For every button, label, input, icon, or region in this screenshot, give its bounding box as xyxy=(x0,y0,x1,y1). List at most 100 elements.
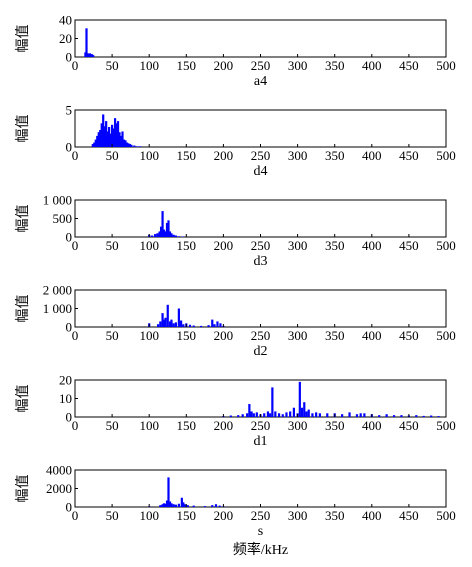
bar xyxy=(168,321,172,327)
bar xyxy=(182,502,185,508)
plot-frame xyxy=(74,109,447,148)
bar xyxy=(172,234,175,237)
x-tick-label: 300 xyxy=(288,58,308,73)
bar xyxy=(130,144,133,147)
bar xyxy=(266,411,270,417)
bar xyxy=(281,414,284,417)
bar xyxy=(277,413,281,417)
bar xyxy=(180,497,183,507)
bar xyxy=(109,133,112,147)
bar xyxy=(91,144,94,147)
bar xyxy=(85,28,88,57)
y-tick-label: 0 xyxy=(66,410,73,425)
bar xyxy=(92,55,95,57)
bar xyxy=(156,233,159,237)
subplot-d3: 0 50 100 150 200 250 300 350 400 450 500 0 500 1 000 幅… xyxy=(15,193,456,270)
y-tick-label: 20 xyxy=(59,373,72,388)
y-tick-label: 0 xyxy=(66,320,73,335)
subplot-label: a4 xyxy=(254,74,267,89)
bar xyxy=(170,319,173,327)
bar xyxy=(241,414,244,417)
plot-frame xyxy=(74,199,447,238)
x-tick-label: 450 xyxy=(399,328,419,343)
x-tick-label: 500 xyxy=(436,328,456,343)
bar xyxy=(200,325,203,327)
bar xyxy=(289,411,292,417)
bar xyxy=(170,233,173,237)
subplot-label: s xyxy=(258,524,263,539)
bar xyxy=(214,504,218,507)
bar xyxy=(87,54,90,57)
y-tick-label: 0 xyxy=(66,230,73,245)
bar xyxy=(105,121,108,147)
bar xyxy=(112,128,115,147)
bar xyxy=(102,114,105,147)
y-tick-label: 2000 xyxy=(46,481,72,496)
bar xyxy=(192,505,195,507)
x-tick-label: 200 xyxy=(214,328,234,343)
bar xyxy=(298,381,301,417)
bar xyxy=(159,226,163,237)
x-tick-label: 150 xyxy=(177,418,197,433)
bar xyxy=(274,411,277,417)
x-tick-label: 500 xyxy=(436,58,456,73)
bar xyxy=(255,412,258,418)
x-tick-label: 200 xyxy=(214,418,234,433)
y-tick-label: 40 xyxy=(59,13,72,28)
bar xyxy=(88,53,91,57)
y-tick-label: 500 xyxy=(53,211,73,226)
x-tick-label: 400 xyxy=(362,508,382,523)
x-tick-label: 300 xyxy=(288,328,308,343)
x-tick-label: 50 xyxy=(106,148,119,163)
bar xyxy=(121,131,124,147)
bar xyxy=(186,505,189,507)
subplot-d4: 0 50 100 150 200 250 300 350 400 450 500 0 5 幅值 d4 xyxy=(15,103,456,180)
bar xyxy=(174,504,178,507)
x-tick-label: 400 xyxy=(362,148,382,163)
bar xyxy=(136,146,139,147)
bar xyxy=(103,126,106,147)
y-axis-label: 幅值 xyxy=(15,25,31,53)
bar xyxy=(177,236,180,237)
bar xyxy=(363,413,366,417)
x-tick-label: 150 xyxy=(177,148,197,163)
x-tick-label: 500 xyxy=(436,418,456,433)
x-tick-label: 0 xyxy=(72,238,79,253)
bar xyxy=(118,132,121,147)
x-tick-label: 200 xyxy=(214,148,234,163)
bar xyxy=(188,324,192,327)
bar xyxy=(164,231,167,237)
bar xyxy=(248,404,251,417)
x-tick-label: 250 xyxy=(251,418,271,433)
x-tick-label: 0 xyxy=(72,148,79,163)
x-tick-label: 100 xyxy=(139,238,159,253)
subplot-label: d2 xyxy=(254,344,268,359)
x-tick-label: 150 xyxy=(177,238,197,253)
x-tick-label: 50 xyxy=(106,508,119,523)
y-tick-label: 4000 xyxy=(46,463,72,478)
bar xyxy=(341,414,344,417)
bar xyxy=(392,415,396,417)
x-tick-label: 200 xyxy=(214,508,234,523)
bar xyxy=(359,413,362,417)
bar xyxy=(400,415,403,417)
x-tick-label: 350 xyxy=(325,508,345,523)
bar xyxy=(90,54,94,57)
x-tick-label: 0 xyxy=(72,508,79,523)
bar xyxy=(213,324,216,327)
bar xyxy=(174,322,178,328)
bar xyxy=(219,323,222,327)
x-tick-label: 250 xyxy=(251,328,271,343)
bar xyxy=(94,139,97,147)
bar xyxy=(177,503,180,507)
bar xyxy=(165,500,169,507)
x-tick-label: 350 xyxy=(325,148,345,163)
bar xyxy=(86,53,89,57)
bar xyxy=(161,211,164,237)
bar xyxy=(203,506,206,507)
bar xyxy=(99,129,102,147)
bar xyxy=(269,413,272,417)
bar xyxy=(237,415,240,417)
